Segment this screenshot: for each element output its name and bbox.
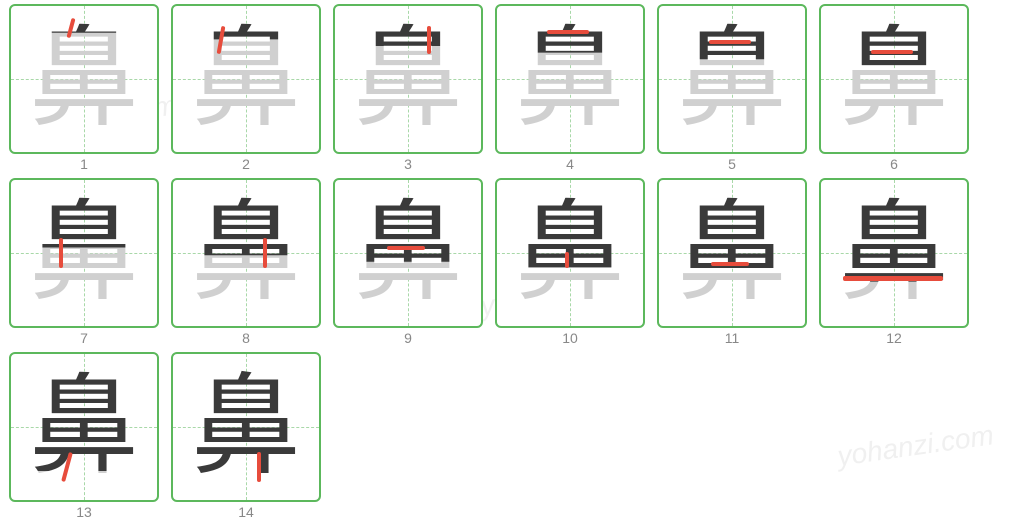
step-number: 13 [76, 504, 92, 520]
stroke-cell: 鼻 鼻 [495, 178, 645, 328]
step-number: 8 [242, 330, 250, 346]
stroke-step: 鼻 鼻 2 [166, 4, 326, 176]
stroke-step: 鼻 鼻 3 [328, 4, 488, 176]
highlight-stroke-icon [387, 246, 425, 250]
stroke-step: 鼻 鼻 5 [652, 4, 812, 176]
step-number: 10 [562, 330, 578, 346]
stroke-cell: 鼻 鼻 [657, 178, 807, 328]
step-number: 7 [80, 330, 88, 346]
step-number: 5 [728, 156, 736, 172]
stroke-step: 鼻 鼻 7 [4, 178, 164, 350]
stroke-cell: 鼻 鼻 [819, 4, 969, 154]
step-number: 2 [242, 156, 250, 172]
stroke-step: 鼻 鼻 13 [4, 352, 164, 524]
highlight-stroke-icon [59, 238, 63, 268]
step-number: 14 [238, 504, 254, 520]
step-number: 1 [80, 156, 88, 172]
stroke-cell: 鼻 鼻 [819, 178, 969, 328]
stroke-cell: 鼻 鼻 [333, 4, 483, 154]
stroke-step: 鼻 鼻 4 [490, 4, 650, 176]
step-number: 9 [404, 330, 412, 346]
stroke-cell: 鼻 鼻 [9, 4, 159, 154]
stroke-cell: 鼻 鼻 [171, 4, 321, 154]
highlight-stroke-icon [871, 50, 913, 54]
highlight-stroke-icon [711, 262, 749, 266]
stroke-step: 鼻 鼻 9 [328, 178, 488, 350]
stroke-cell: 鼻 鼻 [171, 178, 321, 328]
highlight-stroke-icon [565, 252, 569, 268]
character-gray: 鼻 [191, 24, 301, 134]
stroke-step: 鼻 鼻 10 [490, 178, 650, 350]
character-filled: 鼻 [29, 372, 139, 482]
character-filled: 鼻 [191, 372, 301, 482]
character-gray: 鼻 [29, 24, 139, 134]
step-number: 4 [566, 156, 574, 172]
step-number: 6 [890, 156, 898, 172]
stroke-cell: 鼻 鼻 [495, 4, 645, 154]
highlight-stroke-icon [843, 276, 943, 281]
stroke-step: 鼻 14 [166, 352, 326, 524]
highlight-stroke-icon [257, 452, 261, 482]
stroke-step: 鼻 鼻 8 [166, 178, 326, 350]
stroke-step: 鼻 鼻 6 [814, 4, 974, 176]
stroke-step: 鼻 鼻 1 [4, 4, 164, 176]
stroke-cell: 鼻 鼻 [333, 178, 483, 328]
stroke-cell: 鼻 鼻 [9, 178, 159, 328]
highlight-stroke-icon [547, 30, 589, 34]
step-number: 12 [886, 330, 902, 346]
stroke-cell: 鼻 鼻 [9, 352, 159, 502]
step-number: 3 [404, 156, 412, 172]
highlight-stroke-icon [263, 238, 267, 268]
stroke-cell: 鼻 鼻 [657, 4, 807, 154]
highlight-stroke-icon [427, 26, 431, 54]
stroke-step: 鼻 鼻 11 [652, 178, 812, 350]
stroke-cell: 鼻 [171, 352, 321, 502]
stroke-step: 鼻 鼻 12 [814, 178, 974, 350]
step-number: 11 [725, 330, 740, 346]
highlight-stroke-icon [709, 40, 751, 44]
stroke-order-grid: 鼻 鼻 1 鼻 鼻 2 鼻 鼻 3 鼻 鼻 4 鼻 鼻 [0, 0, 1024, 528]
